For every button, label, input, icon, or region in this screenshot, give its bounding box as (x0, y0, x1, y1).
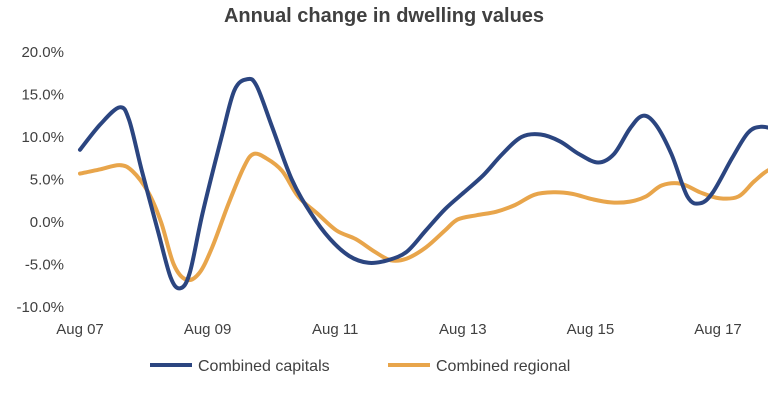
y-tick-label: -10.0% (16, 299, 64, 316)
x-axis: Aug 07 Aug 09 Aug 11 Aug 13 Aug 15 Aug 17 (56, 321, 742, 338)
x-tick-label: Aug 15 (567, 321, 615, 338)
legend-label-combined-regional: Combined regional (436, 358, 570, 375)
plot-area (78, 76, 768, 291)
y-axis: 20.0% 15.0% 10.0% 5.0% 0.0% -5.0% -10.0% (16, 44, 64, 316)
y-tick-label: -5.0% (25, 257, 64, 274)
chart-title: Annual change in dwelling values (224, 5, 544, 27)
y-tick-label: 15.0% (21, 87, 64, 104)
y-tick-label: 0.0% (30, 214, 64, 231)
x-tick-label: Aug 13 (439, 321, 487, 338)
x-tick-label: Aug 11 (312, 321, 358, 338)
y-tick-label: 10.0% (21, 129, 64, 146)
series-line-combined-capitals (78, 76, 768, 291)
legend-label-combined-capitals: Combined capitals (198, 358, 330, 375)
x-tick-label: Aug 09 (184, 321, 232, 338)
series-line-combined-regional (78, 151, 768, 283)
x-tick-label: Aug 17 (694, 321, 742, 338)
legend: Combined capitals Combined regional (150, 358, 570, 375)
y-tick-label: 5.0% (30, 172, 64, 189)
x-tick-label: Aug 07 (56, 321, 104, 338)
y-tick-label: 20.0% (21, 44, 64, 61)
